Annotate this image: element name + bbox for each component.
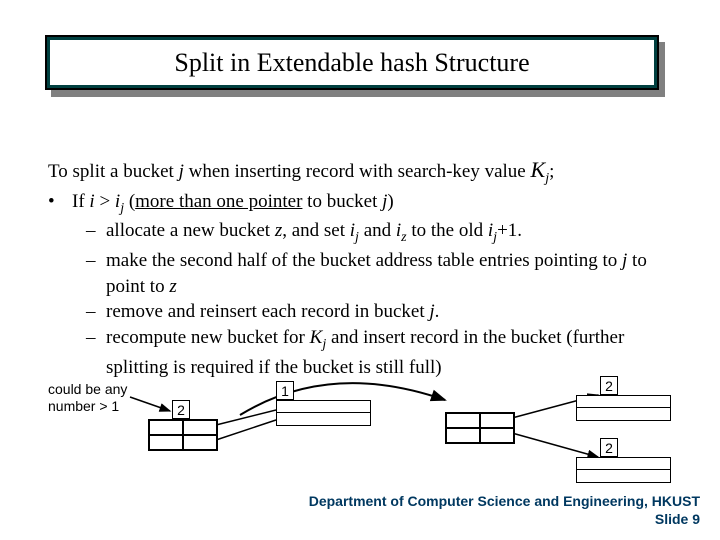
b1-pre: If	[72, 191, 89, 212]
annotation-l1: could be any	[48, 381, 127, 398]
footer-slide: Slide 9	[309, 511, 700, 529]
mid-bucket	[276, 400, 371, 426]
intro-line: To split a bucket j when inserting recor…	[48, 155, 668, 189]
left-directory	[148, 419, 218, 451]
left-global-depth: 2	[172, 400, 190, 419]
annotation: could be any number > 1	[48, 381, 127, 415]
title-text: Split in Extendable hash Structure	[174, 48, 529, 78]
intro-pre: To split a bucket	[48, 161, 179, 182]
right-top-bucket	[576, 395, 671, 421]
b2d-pre: recompute new bucket for	[106, 327, 310, 348]
b1-pmid: to bucket	[302, 191, 382, 212]
b1-popen: (	[124, 191, 135, 212]
b2d-K: K	[310, 327, 323, 348]
b2a-mid2: to the old	[407, 220, 488, 241]
b1-underline: more than one pointer	[135, 191, 302, 212]
b2a-and: and	[359, 220, 396, 241]
b2b-z: z	[169, 276, 176, 297]
title-box: Split in Extendable hash Structure	[45, 35, 659, 90]
b1-pclose: )	[387, 191, 393, 212]
bullet-remove: remove and reinsert each record in bucke…	[48, 299, 668, 325]
right-directory	[445, 412, 515, 444]
b2a-pre: allocate a new bucket	[106, 220, 275, 241]
right-bottom-bucket	[576, 457, 671, 483]
footer-dept: Department of Computer Science and Engin…	[309, 493, 700, 511]
right-bottom-local-depth: 2	[600, 438, 618, 457]
intro-end: ;	[549, 161, 554, 182]
intro-K: K	[531, 157, 546, 182]
b2c-pre: remove and reinsert each record in bucke…	[106, 301, 429, 322]
b2a-plus: +1	[497, 220, 517, 241]
b2a-dot: .	[517, 220, 522, 241]
mid-local-depth: 1	[276, 381, 294, 400]
annotation-l2: number > 1	[48, 398, 127, 415]
b2b-pre: make the second half of the bucket addre…	[106, 250, 622, 271]
right-top-local-depth: 2	[600, 376, 618, 395]
bullet-if: If i > ij (more than one pointer to buck…	[48, 189, 668, 219]
b1-gt: >	[95, 191, 115, 212]
title-inner: Split in Extendable hash Structure	[50, 40, 654, 85]
bullet-recompute: recompute new bucket for Kj and insert r…	[48, 325, 668, 380]
b2c-dot: .	[435, 301, 440, 322]
intro-mid: when inserting record with search-key va…	[184, 161, 531, 182]
content-block: To split a bucket j when inserting recor…	[48, 155, 668, 380]
bullet-second-half: make the second half of the bucket addre…	[48, 248, 668, 299]
b2a-mid1: , and set	[282, 220, 350, 241]
footer: Department of Computer Science and Engin…	[309, 493, 700, 528]
bullet-alloc: allocate a new bucket z, and set ij and …	[48, 218, 668, 248]
